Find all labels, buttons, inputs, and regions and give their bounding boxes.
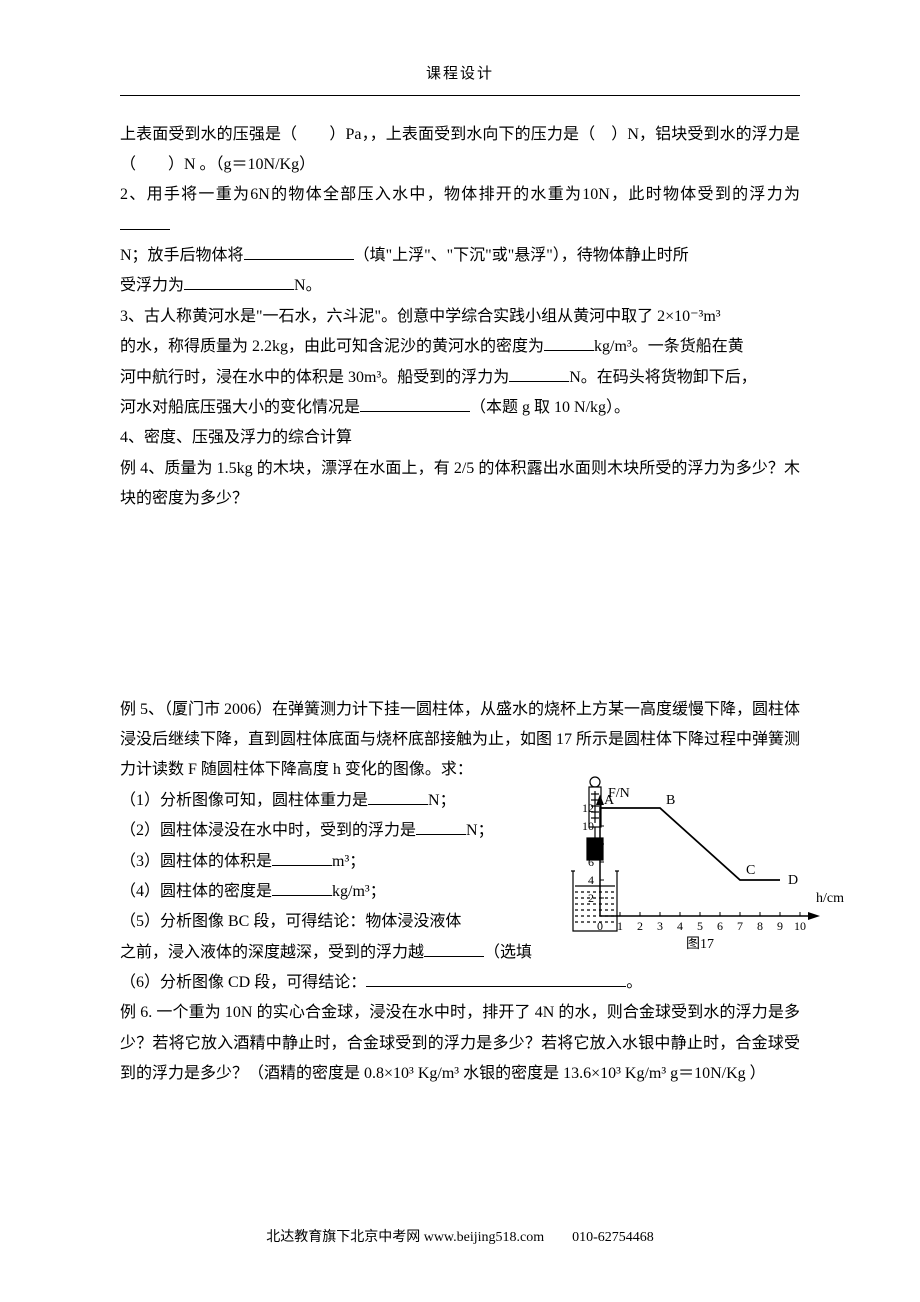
text: kg/m³。一条货船在黄 <box>594 338 744 355</box>
paragraph-3d: 河水对船底压强大小的变化情况是 （本题 g 取 10 N/kg）。 <box>120 393 800 423</box>
document-body: 上表面受到水的压强是（ ）Pa，，上表面受到水向下的压力是（ ）N，铝块受到水的… <box>120 120 800 1090</box>
paragraph-5: 例 4、质量为 1.5kg 的木块，漂浮在水面上，有 2/5 的体积露出水面则木… <box>120 454 800 515</box>
svg-text:10: 10 <box>582 819 594 833</box>
q2: （2）圆柱体浸没在水中时，受到的浮力是 N； <box>120 816 580 846</box>
svg-text:0: 0 <box>597 919 603 933</box>
svg-text:8: 8 <box>588 837 594 851</box>
text: （填"上浮"、"下沉"或"悬浮"），待物体静止时所 <box>354 247 689 264</box>
svg-text:D: D <box>788 873 798 888</box>
paragraph-2c: 受浮力为 N。 <box>120 271 800 301</box>
paragraph-4: 4、密度、压强及浮力的综合计算 <box>120 423 800 453</box>
text: m³； <box>332 853 365 870</box>
text: 的水，称得质量为 2.2kg，由此可知含泥沙的黄河水的密度为 <box>120 338 544 355</box>
svg-text:8: 8 <box>757 919 763 933</box>
q3: （3）圆柱体的体积是 m³； <box>120 847 580 877</box>
svg-text:B: B <box>666 793 675 808</box>
vertical-spacer <box>120 515 800 695</box>
blank <box>366 971 626 987</box>
svg-text:6: 6 <box>717 919 723 933</box>
svg-text:1: 1 <box>617 919 623 933</box>
text: N。 <box>294 277 322 294</box>
figure-17: 24681012012345678910F/Nh/cmABCD图17 <box>560 786 860 956</box>
text: N。在码头将货物卸下后， <box>569 369 757 386</box>
blank <box>272 850 332 866</box>
text: kg/m³； <box>332 883 386 900</box>
text: N； <box>428 792 456 809</box>
svg-text:2: 2 <box>588 891 594 905</box>
text: 受浮力为 <box>120 277 184 294</box>
text: N； <box>466 822 494 839</box>
blank <box>272 880 332 896</box>
figure-text-block: （1）分析图像可知，圆柱体重力是 N； （2）圆柱体浸没在水中时，受到的浮力是 N；… <box>120 786 800 968</box>
text: （1）分析图像可知，圆柱体重力是 <box>120 792 368 809</box>
paragraph-3a: 3、古人称黄河水是"一石水，六斗泥"。创意中学综合实践小组从黄河中取了 2×10… <box>120 302 800 332</box>
blank <box>244 244 354 260</box>
blank <box>424 941 484 957</box>
svg-text:图17: 图17 <box>686 937 714 952</box>
text: （4）圆柱体的密度是 <box>120 883 272 900</box>
svg-text:A: A <box>604 793 615 808</box>
text: （本题 g 取 10 N/kg）。 <box>470 399 630 416</box>
svg-text:5: 5 <box>697 919 703 933</box>
blank <box>360 396 470 412</box>
text: 之前，浸入液体的深度越深，受到的浮力越 <box>120 944 424 961</box>
q6: （6）分析图像 CD 段，可得结论： 。 <box>120 968 800 998</box>
svg-text:10: 10 <box>794 919 806 933</box>
svg-text:12: 12 <box>582 801 594 815</box>
paragraph-2b: N；放手后物体将 （填"上浮"、"下沉"或"悬浮"），待物体静止时所 <box>120 241 800 271</box>
blank <box>416 819 466 835</box>
text: 河中航行时，浸在水中的体积是 30m³。船受到的浮力为 <box>120 369 509 386</box>
paragraph-3b: 的水，称得质量为 2.2kg，由此可知含泥沙的黄河水的密度为 kg/m³。一条货船… <box>120 332 800 362</box>
text: 。 <box>626 974 642 991</box>
text: （2）圆柱体浸没在水中时，受到的浮力是 <box>120 822 416 839</box>
questions-block: （1）分析图像可知，圆柱体重力是 N； （2）圆柱体浸没在水中时，受到的浮力是 N；… <box>120 786 580 938</box>
paragraph-3c: 河中航行时，浸在水中的体积是 30m³。船受到的浮力为 N。在码头将货物卸下后， <box>120 363 800 393</box>
svg-text:6: 6 <box>588 855 594 869</box>
chart-svg: 24681012012345678910F/Nh/cmABCD图17 <box>560 786 860 956</box>
paragraph-7: 例 6. 一个重为 10N 的实心合金球，浸没在水中时，排开了 4N 的水，则合… <box>120 998 800 1089</box>
text: （6）分析图像 CD 段，可得结论： <box>120 974 366 991</box>
blank <box>544 335 594 351</box>
svg-text:h/cm: h/cm <box>816 891 844 906</box>
svg-text:7: 7 <box>737 919 743 933</box>
text: 河水对船底压强大小的变化情况是 <box>120 399 360 416</box>
paragraph-1: 上表面受到水的压强是（ ）Pa，，上表面受到水向下的压力是（ ）N，铝块受到水的… <box>120 120 800 181</box>
svg-text:4: 4 <box>588 873 594 887</box>
header-rule <box>120 95 800 96</box>
text: N；放手后物体将 <box>120 247 244 264</box>
paragraph-2a: 2、用手将一重为6N的物体全部压入水中，物体排开的水重为10N，此时物体受到的浮… <box>120 180 800 241</box>
q4: （4）圆柱体的密度是 kg/m³； <box>120 877 580 907</box>
text: 2、用手将一重为6N的物体全部压入水中，物体排开的水重为10N，此时物体受到的浮… <box>120 186 800 203</box>
blank <box>509 366 569 382</box>
blank <box>120 214 170 230</box>
svg-text:9: 9 <box>777 919 783 933</box>
text: （选填 <box>484 944 532 961</box>
svg-text:4: 4 <box>677 919 683 933</box>
svg-text:3: 3 <box>657 919 663 933</box>
page-header: 课程设计 <box>120 60 800 89</box>
q5: （5）分析图像 BC 段，可得结论：物体浸没液体 <box>120 907 580 937</box>
svg-text:C: C <box>746 863 755 878</box>
blank <box>184 274 294 290</box>
q1: （1）分析图像可知，圆柱体重力是 N； <box>120 786 580 816</box>
text: （3）圆柱体的体积是 <box>120 853 272 870</box>
blank <box>368 789 428 805</box>
svg-text:2: 2 <box>637 919 643 933</box>
paragraph-6: 例 5、（厦门市 2006）在弹簧测力计下挂一圆柱体，从盛水的烧杯上方某一高度缓… <box>120 695 800 786</box>
page-footer: 北达教育旗下北京中考网 www.beijing518.com 010-62754… <box>0 1225 920 1252</box>
